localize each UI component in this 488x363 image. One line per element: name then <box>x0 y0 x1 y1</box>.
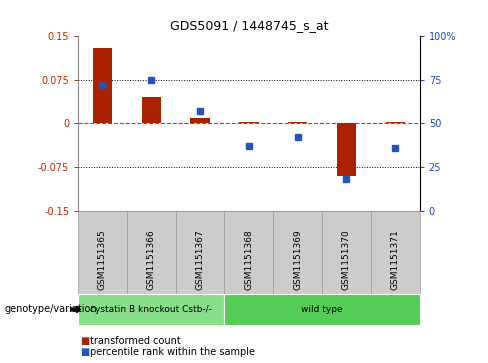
Text: GSM1151368: GSM1151368 <box>244 230 253 290</box>
Text: transformed count: transformed count <box>90 336 181 346</box>
Text: GSM1151365: GSM1151365 <box>98 230 107 290</box>
Text: wild type: wild type <box>301 305 343 314</box>
Bar <box>386 122 405 123</box>
Bar <box>239 122 259 123</box>
Bar <box>190 118 210 123</box>
Bar <box>93 48 112 123</box>
Bar <box>337 123 356 176</box>
Text: GSM1151370: GSM1151370 <box>342 230 351 290</box>
Text: ■: ■ <box>81 347 90 357</box>
Text: genotype/variation: genotype/variation <box>5 305 98 314</box>
Text: cystatin B knockout Cstb-/-: cystatin B knockout Cstb-/- <box>90 305 212 314</box>
Text: GSM1151367: GSM1151367 <box>196 230 204 290</box>
Text: GSM1151371: GSM1151371 <box>391 230 400 290</box>
Bar <box>142 97 161 123</box>
Text: percentile rank within the sample: percentile rank within the sample <box>90 347 255 357</box>
Text: ■: ■ <box>81 336 90 346</box>
Title: GDS5091 / 1448745_s_at: GDS5091 / 1448745_s_at <box>170 19 328 32</box>
Bar <box>288 122 307 123</box>
Text: GSM1151366: GSM1151366 <box>147 230 156 290</box>
Text: GSM1151369: GSM1151369 <box>293 230 302 290</box>
